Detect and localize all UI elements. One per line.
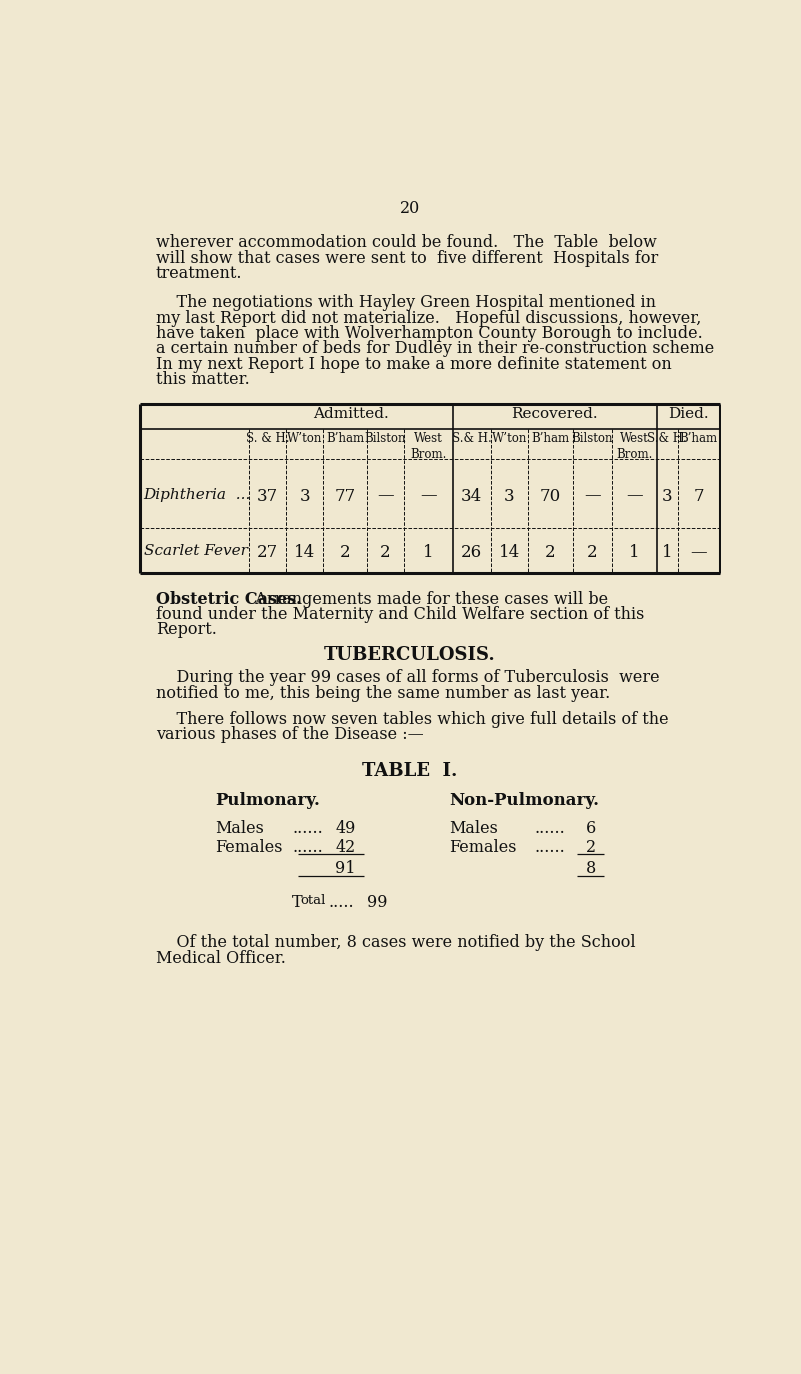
Text: 3: 3: [300, 488, 310, 504]
Text: wherever accommodation could be found.   The  Table  below: wherever accommodation could be found. T…: [156, 234, 657, 251]
Text: Obstetric Cases.: Obstetric Cases.: [156, 591, 301, 607]
Text: ......: ......: [292, 820, 323, 837]
Text: T: T: [292, 894, 303, 911]
Text: —: —: [626, 488, 642, 504]
Text: 70: 70: [540, 488, 561, 504]
Text: 2: 2: [380, 544, 391, 562]
Text: B’ham: B’ham: [531, 431, 570, 445]
Text: otal: otal: [300, 894, 325, 907]
Text: TABLE  I.: TABLE I.: [362, 761, 458, 779]
Text: have taken  place with Wolverhampton County Borough to include.: have taken place with Wolverhampton Coun…: [156, 326, 702, 342]
Text: treatment.: treatment.: [156, 265, 243, 282]
Text: .....: .....: [328, 894, 354, 911]
Text: 8: 8: [586, 860, 596, 877]
Text: 99: 99: [368, 894, 388, 911]
Text: 6: 6: [586, 820, 596, 837]
Text: B’ham: B’ham: [680, 431, 718, 445]
Text: S. & H.: S. & H.: [246, 431, 289, 445]
Text: Females: Females: [215, 838, 282, 856]
Text: ......: ......: [292, 838, 323, 856]
Text: Non-Pulmonary.: Non-Pulmonary.: [449, 793, 599, 809]
Text: ......: ......: [534, 820, 565, 837]
Text: There follows now seven tables which give full details of the: There follows now seven tables which giv…: [156, 710, 669, 728]
Text: Of the total number, 8 cases were notified by the School: Of the total number, 8 cases were notifi…: [156, 934, 635, 951]
Text: 14: 14: [499, 544, 520, 562]
Text: B’ham: B’ham: [326, 431, 364, 445]
Text: W’ton: W’ton: [287, 431, 323, 445]
Text: The negotiations with Hayley Green Hospital mentioned in: The negotiations with Hayley Green Hospi…: [156, 294, 656, 312]
Text: Arrangements made for these cases will be: Arrangements made for these cases will b…: [245, 591, 608, 607]
Text: Medical Officer.: Medical Officer.: [156, 949, 286, 966]
Text: 2: 2: [586, 838, 596, 856]
Text: 2: 2: [340, 544, 350, 562]
Text: 27: 27: [257, 544, 278, 562]
Text: 7: 7: [694, 488, 704, 504]
Text: Diphtheria  ...: Diphtheria ...: [143, 488, 251, 502]
Text: 37: 37: [257, 488, 278, 504]
Text: 91: 91: [336, 860, 356, 877]
Text: Died.: Died.: [668, 408, 709, 422]
Text: West
Brom.: West Brom.: [410, 431, 446, 460]
Text: Males: Males: [215, 820, 264, 837]
Text: Bilston: Bilston: [364, 431, 406, 445]
Text: Pulmonary.: Pulmonary.: [215, 793, 320, 809]
Text: 42: 42: [336, 838, 356, 856]
Text: notified to me, this being the same number as last year.: notified to me, this being the same numb…: [156, 684, 610, 702]
Text: 20: 20: [400, 199, 421, 217]
Text: In my next Report I hope to make a more definite statement on: In my next Report I hope to make a more …: [156, 356, 672, 372]
Text: 2: 2: [587, 544, 598, 562]
Text: 1: 1: [423, 544, 433, 562]
Text: 49: 49: [336, 820, 356, 837]
Text: During the year 99 cases of all forms of Tuberculosis  were: During the year 99 cases of all forms of…: [156, 669, 659, 686]
Text: 26: 26: [461, 544, 482, 562]
Text: found under the Maternity and Child Welfare section of this: found under the Maternity and Child Welf…: [156, 606, 644, 622]
Text: Recovered.: Recovered.: [511, 408, 598, 422]
Text: 77: 77: [334, 488, 356, 504]
Text: —: —: [377, 488, 393, 504]
Text: TUBERCULOSIS.: TUBERCULOSIS.: [324, 646, 496, 664]
Text: will show that cases were sent to  five different  Hospitals for: will show that cases were sent to five d…: [156, 250, 658, 267]
Text: 2: 2: [545, 544, 556, 562]
Text: —: —: [584, 488, 601, 504]
Text: ......: ......: [534, 838, 565, 856]
Text: 34: 34: [461, 488, 482, 504]
Text: Report.: Report.: [156, 621, 217, 639]
Text: Bilston: Bilston: [571, 431, 613, 445]
Text: Scarlet Fever: Scarlet Fever: [143, 544, 248, 558]
Text: Males: Males: [449, 820, 497, 837]
Text: W’ton: W’ton: [492, 431, 527, 445]
Text: this matter.: this matter.: [156, 371, 250, 389]
Text: 3: 3: [504, 488, 514, 504]
Text: 1: 1: [662, 544, 672, 562]
Text: 1: 1: [629, 544, 639, 562]
Text: Females: Females: [449, 838, 517, 856]
Text: a certain number of beds for Dudley in their re-construction scheme: a certain number of beds for Dudley in t…: [156, 341, 714, 357]
Text: West
Brom.: West Brom.: [616, 431, 652, 460]
Text: —: —: [690, 544, 707, 562]
Text: S.& H.: S.& H.: [647, 431, 687, 445]
Text: my last Report did not materialize.   Hopeful discussions, however,: my last Report did not materialize. Hope…: [156, 309, 702, 327]
Text: —: —: [420, 488, 437, 504]
Text: 3: 3: [662, 488, 672, 504]
Text: Admitted.: Admitted.: [313, 408, 388, 422]
Text: S.& H.: S.& H.: [452, 431, 492, 445]
Text: various phases of the Disease :—: various phases of the Disease :—: [156, 727, 424, 743]
Text: 14: 14: [294, 544, 316, 562]
